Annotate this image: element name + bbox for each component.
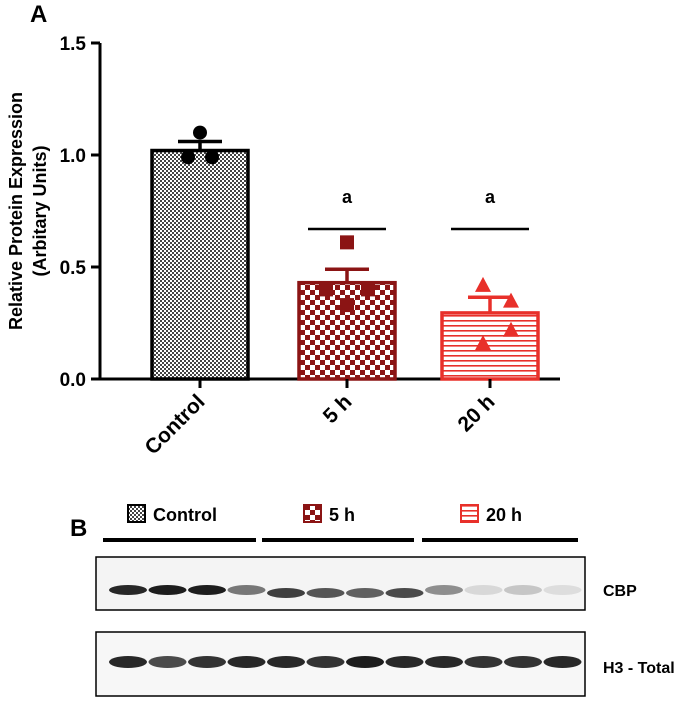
legend-label: Control xyxy=(153,505,217,525)
panel-label: A xyxy=(30,1,47,28)
legend-swatch xyxy=(127,504,146,523)
data-point xyxy=(361,282,375,297)
legend-label: 20 h xyxy=(486,505,522,525)
legend-swatch xyxy=(303,504,322,523)
blot-images xyxy=(95,556,586,697)
data-point xyxy=(205,150,219,165)
y-axis-label: Relative Protein Expression xyxy=(6,92,26,330)
y-tick-label: 1.5 xyxy=(60,34,87,55)
band xyxy=(148,585,187,595)
band xyxy=(267,656,305,668)
band xyxy=(306,656,345,668)
band xyxy=(148,656,187,668)
band xyxy=(425,656,463,668)
band xyxy=(346,588,384,598)
legend-label: 5 h xyxy=(329,505,355,525)
y-tick-label: 0.5 xyxy=(60,258,87,279)
y-axis-label: (Arbitary Units) xyxy=(30,145,50,276)
band xyxy=(227,585,266,595)
band xyxy=(188,585,226,595)
band xyxy=(385,656,424,668)
data-point xyxy=(181,150,195,165)
legend-swatch xyxy=(460,504,479,523)
data-point xyxy=(475,276,491,292)
band xyxy=(109,656,147,668)
x-tick-label: Control xyxy=(140,390,209,459)
bar xyxy=(440,311,540,381)
y-tick-label: 0.0 xyxy=(60,370,86,391)
data-point xyxy=(475,335,491,351)
band xyxy=(385,588,424,598)
band xyxy=(188,656,226,668)
blot-frame xyxy=(95,556,586,611)
panel-label: B xyxy=(70,515,87,542)
data-point xyxy=(503,321,519,337)
data-point xyxy=(340,235,354,250)
x-tick-label: 20 h xyxy=(454,390,500,436)
band xyxy=(504,656,542,668)
band xyxy=(227,656,266,668)
x-tick-label: 5 h xyxy=(319,390,357,428)
band xyxy=(464,585,503,595)
band xyxy=(425,585,463,595)
significance-label: a xyxy=(485,187,496,207)
blot-row-label: CBP xyxy=(603,583,637,600)
band xyxy=(543,656,582,668)
bar xyxy=(297,280,397,381)
band xyxy=(109,585,147,595)
data-point xyxy=(193,125,207,140)
data-point xyxy=(319,282,333,297)
band xyxy=(464,656,503,668)
data-point xyxy=(340,298,354,313)
bar xyxy=(150,148,250,381)
band xyxy=(306,588,345,598)
band xyxy=(267,588,305,598)
band xyxy=(504,585,542,595)
data-point xyxy=(503,292,519,308)
significance-label: a xyxy=(342,187,353,207)
band xyxy=(543,585,582,595)
y-tick-label: 1.0 xyxy=(60,146,86,167)
blot-row-label: H3 - Total xyxy=(603,660,675,677)
band xyxy=(346,656,384,668)
